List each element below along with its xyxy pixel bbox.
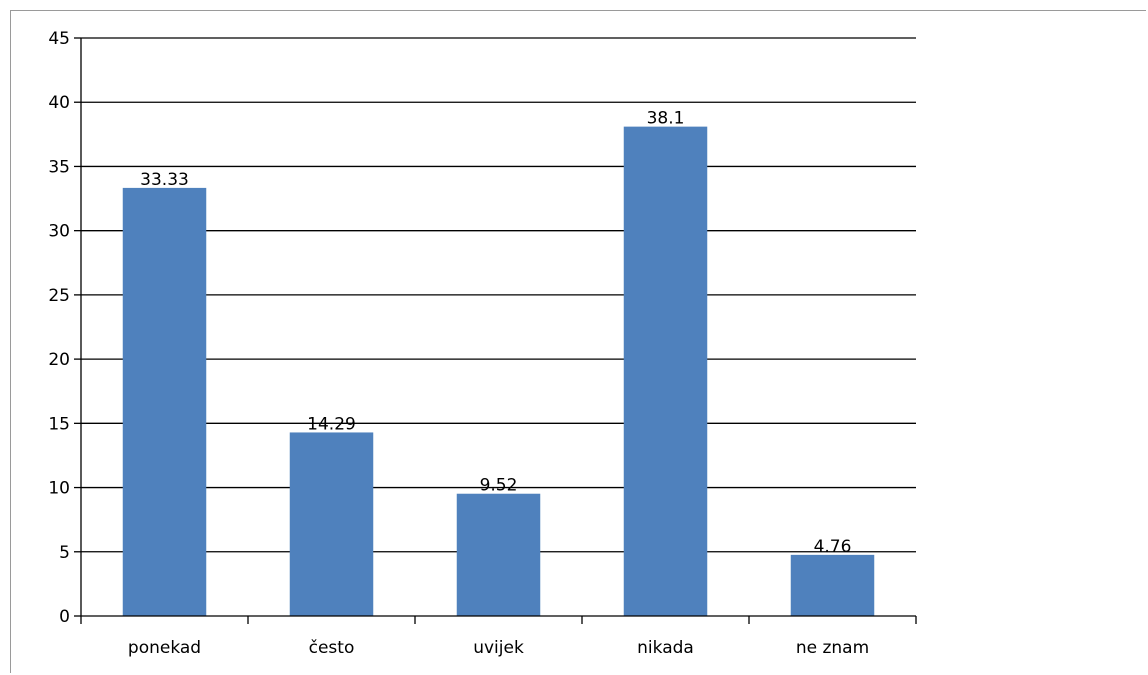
data-label-4: 4.76	[814, 537, 852, 557]
bar-4	[790, 554, 875, 616]
category-label-0: ponekad	[128, 638, 201, 658]
data-label-2: 9.52	[480, 476, 518, 496]
data-label-0: 33.33	[140, 170, 189, 190]
bar-1	[289, 432, 374, 616]
bar-0	[122, 187, 207, 617]
y-tick-label: 10	[48, 479, 70, 499]
data-label-1: 14.29	[307, 414, 356, 434]
y-tick-label: 15	[48, 414, 70, 434]
category-label-4: ne znam	[796, 638, 869, 658]
y-tick-label: 5	[59, 543, 70, 563]
y-tick-label: 30	[48, 222, 70, 242]
bar-3	[623, 126, 708, 617]
y-tick-label: 40	[48, 93, 70, 113]
category-label-1: često	[309, 638, 355, 658]
chart-frame	[10, 10, 1146, 673]
y-tick-label: 35	[48, 157, 70, 177]
y-tick-label: 20	[48, 350, 70, 370]
y-tick-label: 45	[48, 29, 70, 49]
y-tick-label: 0	[59, 607, 70, 627]
category-label-2: uvijek	[473, 638, 524, 658]
data-label-3: 38.1	[647, 109, 685, 129]
axes	[74, 37, 917, 624]
category-label-3: nikada	[637, 638, 694, 658]
bars	[122, 126, 875, 617]
bar-2	[456, 493, 541, 616]
labels: 0 5 10 15 20 25 30 35 40 45 33.33 ponekad 14.29 često…	[48, 29, 869, 658]
y-tick-label: 25	[48, 286, 70, 306]
